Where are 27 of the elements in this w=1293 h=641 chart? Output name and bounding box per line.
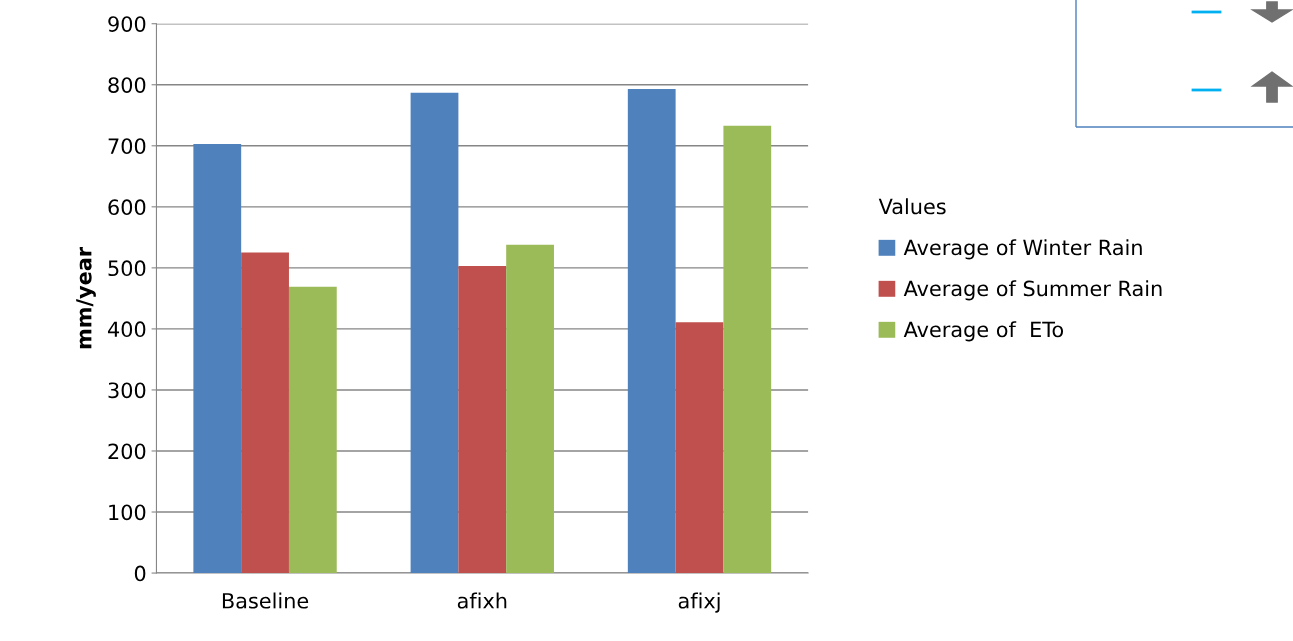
y-tick-label: 400 xyxy=(107,321,146,338)
bar xyxy=(241,252,289,574)
y-tick-label: 100 xyxy=(109,504,146,521)
legend-label: Average of Summer Rain xyxy=(903,280,1162,301)
y-tick-label: 800 xyxy=(108,77,146,93)
y-tick-label: 0 xyxy=(134,565,146,582)
bar xyxy=(193,143,242,574)
y-tick-label: 900 xyxy=(108,16,146,32)
x-tick-label: afixh xyxy=(457,592,507,609)
bar xyxy=(675,322,724,574)
y-tick-label: 300 xyxy=(108,382,146,399)
bar xyxy=(410,92,459,574)
bar xyxy=(288,286,337,574)
bar xyxy=(458,266,507,574)
y-tick-label: 600 xyxy=(108,199,146,216)
x-tick-label: Baseline xyxy=(222,592,309,609)
legend-label: Average of Winter Rain xyxy=(903,239,1142,260)
x-tick-label: afixj xyxy=(678,592,720,613)
bar xyxy=(723,125,772,574)
legend-label: Average of ETo xyxy=(903,321,1064,342)
y-axis-title: mm/year xyxy=(76,246,96,349)
y-tick-label: 200 xyxy=(108,443,146,460)
y-tick-label: 500 xyxy=(108,260,146,277)
bar xyxy=(627,89,676,574)
legend-title: Values xyxy=(878,198,946,215)
y-tick-label: 700 xyxy=(108,138,146,154)
bar xyxy=(506,244,554,574)
